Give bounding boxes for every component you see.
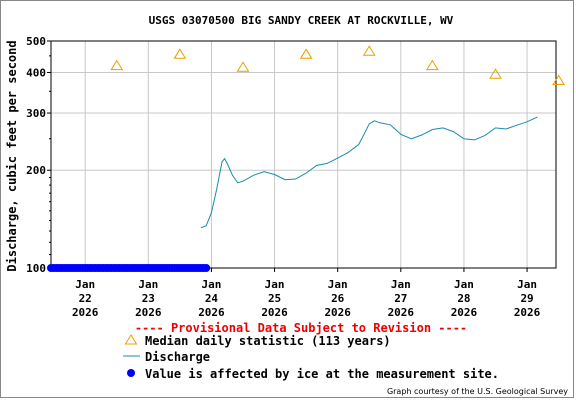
x-tick-label: 22 <box>79 292 92 305</box>
x-tick-label: Jan <box>454 278 474 291</box>
x-tick-label: Jan <box>328 278 348 291</box>
y-tick-label: 100 <box>26 262 46 275</box>
x-tick-label: 24 <box>205 292 219 305</box>
plot-frame <box>50 40 557 269</box>
x-tick-label: Jan <box>138 278 158 291</box>
median-point <box>236 61 250 72</box>
x-tick-label: Jan <box>75 278 95 291</box>
y-tick-label: 200 <box>26 164 46 177</box>
x-tick-label: 23 <box>142 292 155 305</box>
x-tick-label: 2026 <box>135 306 162 319</box>
x-tick-label: 29 <box>520 292 533 305</box>
median-point <box>299 48 313 59</box>
x-tick-label: 28 <box>457 292 470 305</box>
provisional-notice: ---- Provisional Data Subject to Revisio… <box>135 321 467 335</box>
x-tick-label: Jan <box>202 278 222 291</box>
x-tick-label: 2026 <box>388 306 415 319</box>
chart-title: USGS 03070500 BIG SANDY CREEK AT ROCKVIL… <box>149 14 454 27</box>
x-ticks: Jan222026Jan232026Jan242026Jan252026Jan2… <box>72 268 541 319</box>
x-tick-label: 2026 <box>198 306 225 319</box>
x-tick-label: 25 <box>268 292 281 305</box>
median-point <box>173 48 187 59</box>
legend-ice-dot-icon <box>127 369 135 377</box>
y-tick-label: 500 <box>26 35 46 48</box>
credit-text: Graph courtesy of the U.S. Geological Su… <box>387 387 568 396</box>
x-tick-label: Jan <box>517 278 537 291</box>
x-tick-label: 27 <box>394 292 407 305</box>
median-point <box>489 68 502 79</box>
x-tick-label: 2026 <box>72 306 99 319</box>
discharge-line <box>200 116 538 229</box>
median-point <box>362 45 376 56</box>
y-axis-label: Discharge, cubic feet per second <box>5 40 19 271</box>
x-tick-label: Jan <box>391 278 411 291</box>
legend-median-triangle-icon <box>124 334 138 345</box>
median-point <box>552 74 566 85</box>
y-tick-label: 400 <box>26 66 46 79</box>
x-tick-label: Jan <box>265 278 285 291</box>
y-tick-label: 300 <box>26 107 46 120</box>
median-point <box>110 59 124 71</box>
x-tick-label: 2026 <box>261 306 288 319</box>
y-ticks: 100 200 300 400 500 <box>26 35 51 275</box>
x-tick-label: 26 <box>331 292 345 305</box>
median-series <box>110 45 566 85</box>
ice-affected-series <box>47 264 211 272</box>
grid <box>51 40 556 269</box>
legend-median-label: Median daily statistic (113 years) <box>145 334 391 348</box>
x-tick-label: 2026 <box>514 306 541 319</box>
x-tick-label: 2026 <box>451 306 478 319</box>
ice-affected-point <box>202 264 211 272</box>
median-point <box>425 59 439 71</box>
x-tick-label: 2026 <box>324 306 351 319</box>
legend-ice-label: Value is affected by ice at the measurem… <box>145 367 499 381</box>
legend-discharge-label: Discharge <box>145 350 210 364</box>
